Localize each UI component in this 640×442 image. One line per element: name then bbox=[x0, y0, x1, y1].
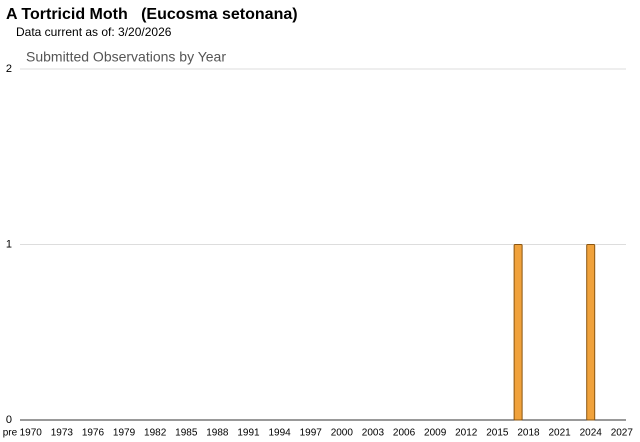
y-tick-label: 0 bbox=[6, 414, 12, 426]
x-tick-label: 1988 bbox=[206, 428, 229, 439]
x-tick-label: 2018 bbox=[517, 428, 540, 439]
x-tick-label: 1994 bbox=[268, 428, 291, 439]
x-tick-label: 2027 bbox=[611, 428, 634, 439]
x-tick-label: 1970 bbox=[20, 428, 43, 439]
x-tick-label: 1976 bbox=[82, 428, 105, 439]
y-tick-label: 1 bbox=[6, 238, 12, 250]
x-tick-label: 1991 bbox=[237, 428, 260, 439]
x-tick-label: 2012 bbox=[455, 428, 478, 439]
page-title: A Tortricid Moth (Eucosma setonana) bbox=[6, 6, 298, 23]
x-tick-label: 2021 bbox=[548, 428, 571, 439]
x-tick-label: 2015 bbox=[486, 428, 509, 439]
bar bbox=[513, 244, 523, 421]
x-tick-label: pre bbox=[3, 428, 18, 439]
x-tick-label: 1985 bbox=[175, 428, 198, 439]
page-subtitle: Data current as of: 3/20/2026 bbox=[16, 25, 172, 39]
bar bbox=[586, 244, 596, 421]
y-tick-label: 2 bbox=[6, 63, 12, 75]
x-tick-label: 2000 bbox=[331, 428, 354, 439]
x-tick-label: 1973 bbox=[51, 428, 74, 439]
x-tick-label: 2024 bbox=[580, 428, 603, 439]
x-tick-label: 1979 bbox=[113, 428, 136, 439]
chart-title: Submitted Observations by Year bbox=[26, 49, 226, 65]
x-tick-label: 2009 bbox=[424, 428, 447, 439]
x-tick-label: 1982 bbox=[144, 428, 167, 439]
x-tick-label: 2006 bbox=[393, 428, 416, 439]
x-tick-label: 1997 bbox=[300, 428, 323, 439]
x-tick-label: 2003 bbox=[362, 428, 385, 439]
